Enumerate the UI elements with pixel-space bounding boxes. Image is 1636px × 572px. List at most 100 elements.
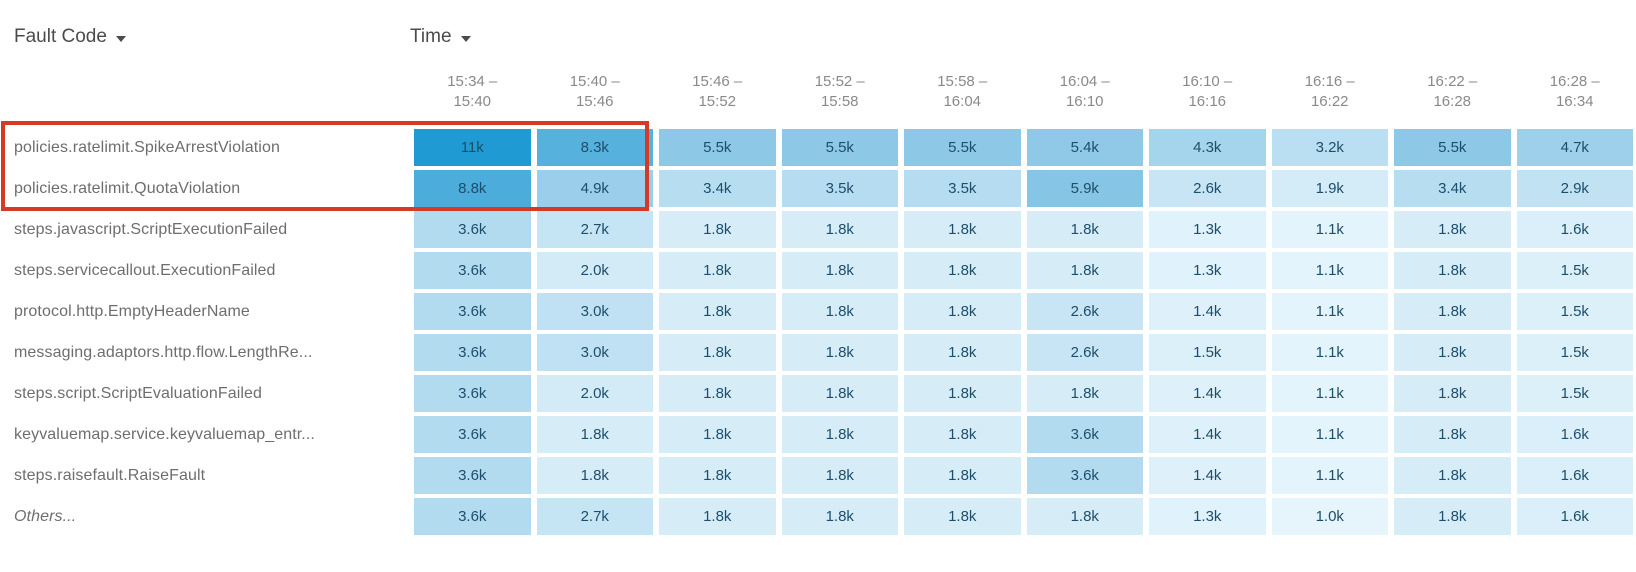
heatmap-cell[interactable]: 1.6k — [1516, 498, 1633, 535]
heatmap-cell[interactable]: 1.8k — [781, 416, 898, 453]
heatmap-cell[interactable]: 3.6k — [414, 457, 531, 494]
heatmap-cell[interactable]: 3.2k — [1271, 129, 1388, 166]
heatmap-cell[interactable]: 3.6k — [414, 498, 531, 535]
heatmap-cell[interactable]: 8.8k — [414, 170, 531, 207]
heatmap-cell[interactable]: 3.5k — [904, 170, 1021, 207]
fault-code-dropdown[interactable]: Fault Code — [14, 26, 126, 48]
heatmap-cell[interactable]: 1.8k — [781, 457, 898, 494]
heatmap-cell[interactable]: 3.0k — [536, 334, 653, 371]
heatmap-cell[interactable]: 11k — [414, 129, 531, 166]
heatmap-cell[interactable]: 1.8k — [1026, 375, 1143, 412]
heatmap-cell[interactable]: 3.6k — [1026, 416, 1143, 453]
heatmap-cell[interactable]: 1.8k — [536, 457, 653, 494]
heatmap-cell[interactable]: 1.8k — [659, 252, 776, 289]
heatmap-cell[interactable]: 1.1k — [1271, 211, 1388, 248]
heatmap-cell[interactable]: 1.5k — [1516, 252, 1633, 289]
heatmap-cell[interactable]: 1.8k — [1026, 252, 1143, 289]
heatmap-cell[interactable]: 1.8k — [659, 211, 776, 248]
heatmap-cell[interactable]: 2.9k — [1516, 170, 1633, 207]
heatmap-cell[interactable]: 8.3k — [536, 129, 653, 166]
heatmap-cell[interactable]: 1.8k — [1394, 334, 1511, 371]
heatmap-cell[interactable]: 5.5k — [659, 129, 776, 166]
heatmap-cell[interactable]: 1.1k — [1271, 457, 1388, 494]
heatmap-cell[interactable]: 1.8k — [781, 252, 898, 289]
heatmap-cell[interactable]: 1.1k — [1271, 252, 1388, 289]
heatmap-cell[interactable]: 1.8k — [659, 457, 776, 494]
heatmap-cell[interactable]: 5.5k — [781, 129, 898, 166]
heatmap-cell[interactable]: 1.8k — [659, 334, 776, 371]
heatmap-cell[interactable]: 3.6k — [414, 416, 531, 453]
time-dropdown[interactable]: Time — [410, 26, 471, 48]
heatmap-cell[interactable]: 4.7k — [1516, 129, 1633, 166]
heatmap-cell[interactable]: 1.8k — [659, 375, 776, 412]
heatmap-cell[interactable]: 1.6k — [1516, 457, 1633, 494]
heatmap-cell[interactable]: 3.6k — [414, 293, 531, 330]
heatmap-cell[interactable]: 1.8k — [904, 375, 1021, 412]
heatmap-cell[interactable]: 1.1k — [1271, 293, 1388, 330]
heatmap-cell[interactable]: 3.0k — [536, 293, 653, 330]
heatmap-cell[interactable]: 1.8k — [904, 211, 1021, 248]
heatmap-cell[interactable]: 2.7k — [536, 211, 653, 248]
heatmap-cell[interactable]: 1.4k — [1149, 375, 1266, 412]
heatmap-cell[interactable]: 1.8k — [659, 498, 776, 535]
heatmap-cell[interactable]: 2.6k — [1026, 334, 1143, 371]
heatmap-cell[interactable]: 3.6k — [414, 252, 531, 289]
heatmap-cell[interactable]: 1.5k — [1516, 293, 1633, 330]
heatmap-cell[interactable]: 1.1k — [1271, 334, 1388, 371]
heatmap-cell[interactable]: 2.7k — [536, 498, 653, 535]
heatmap-cell[interactable]: 3.6k — [414, 334, 531, 371]
heatmap-cell[interactable]: 5.5k — [904, 129, 1021, 166]
heatmap-cell[interactable]: 3.6k — [1026, 457, 1143, 494]
heatmap-cell[interactable]: 1.8k — [904, 252, 1021, 289]
heatmap-cell[interactable]: 3.6k — [414, 375, 531, 412]
heatmap-cell[interactable]: 1.8k — [781, 293, 898, 330]
heatmap-cell[interactable]: 2.0k — [536, 252, 653, 289]
heatmap-cell[interactable]: 1.8k — [1394, 375, 1511, 412]
heatmap-cell[interactable]: 3.6k — [414, 211, 531, 248]
heatmap-cell[interactable]: 1.8k — [1394, 457, 1511, 494]
heatmap-cell[interactable]: 1.8k — [659, 293, 776, 330]
heatmap-cell[interactable]: 1.8k — [904, 293, 1021, 330]
heatmap-cell[interactable]: 1.3k — [1149, 211, 1266, 248]
heatmap-cell[interactable]: 1.8k — [904, 334, 1021, 371]
heatmap-cell[interactable]: 1.8k — [1394, 498, 1511, 535]
heatmap-cell[interactable]: 5.9k — [1026, 170, 1143, 207]
heatmap-cell[interactable]: 1.8k — [536, 416, 653, 453]
heatmap-cell[interactable]: 1.4k — [1149, 416, 1266, 453]
heatmap-cell[interactable]: 2.0k — [536, 375, 653, 412]
heatmap-cell[interactable]: 1.8k — [1026, 211, 1143, 248]
heatmap-cell[interactable]: 3.4k — [659, 170, 776, 207]
heatmap-cell[interactable]: 1.6k — [1516, 416, 1633, 453]
heatmap-cell[interactable]: 3.4k — [1394, 170, 1511, 207]
heatmap-cell[interactable]: 1.0k — [1271, 498, 1388, 535]
heatmap-cell[interactable]: 1.8k — [1394, 252, 1511, 289]
heatmap-cell[interactable]: 1.4k — [1149, 457, 1266, 494]
heatmap-cell[interactable]: 5.5k — [1394, 129, 1511, 166]
heatmap-cell[interactable]: 1.5k — [1516, 334, 1633, 371]
heatmap-cell[interactable]: 1.5k — [1149, 334, 1266, 371]
heatmap-cell[interactable]: 1.8k — [1394, 416, 1511, 453]
heatmap-cell[interactable]: 1.9k — [1271, 170, 1388, 207]
heatmap-cell[interactable]: 1.4k — [1149, 293, 1266, 330]
heatmap-cell[interactable]: 2.6k — [1026, 293, 1143, 330]
heatmap-cell[interactable]: 1.8k — [1026, 498, 1143, 535]
heatmap-cell[interactable]: 1.8k — [781, 211, 898, 248]
heatmap-cell[interactable]: 1.8k — [904, 498, 1021, 535]
heatmap-cell[interactable]: 1.8k — [781, 334, 898, 371]
heatmap-cell[interactable]: 1.6k — [1516, 211, 1633, 248]
heatmap-cell[interactable]: 1.8k — [1394, 293, 1511, 330]
heatmap-cell[interactable]: 1.8k — [904, 457, 1021, 494]
heatmap-cell[interactable]: 1.8k — [904, 416, 1021, 453]
heatmap-cell[interactable]: 1.8k — [781, 498, 898, 535]
heatmap-cell[interactable]: 1.3k — [1149, 252, 1266, 289]
heatmap-cell[interactable]: 4.3k — [1149, 129, 1266, 166]
heatmap-cell[interactable]: 1.5k — [1516, 375, 1633, 412]
heatmap-cell[interactable]: 1.8k — [659, 416, 776, 453]
heatmap-cell[interactable]: 5.4k — [1026, 129, 1143, 166]
heatmap-cell[interactable]: 1.1k — [1271, 375, 1388, 412]
heatmap-cell[interactable]: 1.8k — [1394, 211, 1511, 248]
heatmap-cell[interactable]: 3.5k — [781, 170, 898, 207]
heatmap-cell[interactable]: 1.3k — [1149, 498, 1266, 535]
heatmap-cell[interactable]: 2.6k — [1149, 170, 1266, 207]
heatmap-cell[interactable]: 1.8k — [781, 375, 898, 412]
